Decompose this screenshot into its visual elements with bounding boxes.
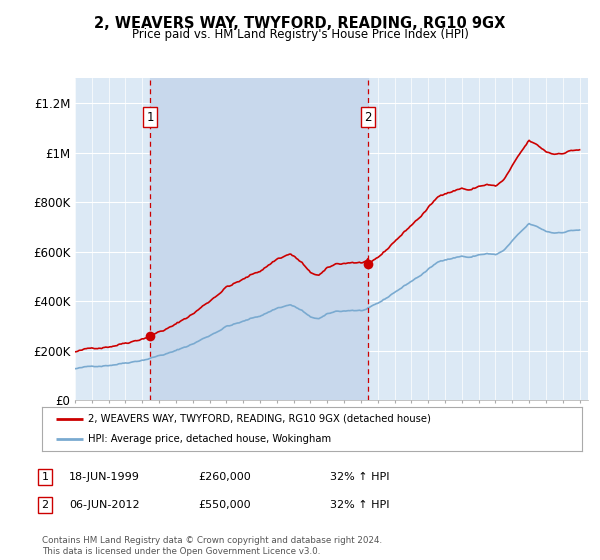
Text: Contains HM Land Registry data © Crown copyright and database right 2024.
This d: Contains HM Land Registry data © Crown c… (42, 536, 382, 556)
Text: 1: 1 (146, 110, 154, 124)
Text: £550,000: £550,000 (198, 500, 251, 510)
Text: 32% ↑ HPI: 32% ↑ HPI (330, 500, 389, 510)
Text: Price paid vs. HM Land Registry's House Price Index (HPI): Price paid vs. HM Land Registry's House … (131, 28, 469, 41)
Text: 06-JUN-2012: 06-JUN-2012 (69, 500, 140, 510)
Text: 2: 2 (364, 110, 372, 124)
Text: 32% ↑ HPI: 32% ↑ HPI (330, 472, 389, 482)
Text: 2: 2 (41, 500, 49, 510)
Text: HPI: Average price, detached house, Wokingham: HPI: Average price, detached house, Woki… (88, 434, 331, 444)
Text: 2, WEAVERS WAY, TWYFORD, READING, RG10 9GX: 2, WEAVERS WAY, TWYFORD, READING, RG10 9… (94, 16, 506, 31)
Text: 2, WEAVERS WAY, TWYFORD, READING, RG10 9GX (detached house): 2, WEAVERS WAY, TWYFORD, READING, RG10 9… (88, 414, 431, 424)
Bar (150, 78, 368, 400)
Text: 18-JUN-1999: 18-JUN-1999 (69, 472, 140, 482)
Text: 1: 1 (41, 472, 49, 482)
Text: £260,000: £260,000 (198, 472, 251, 482)
